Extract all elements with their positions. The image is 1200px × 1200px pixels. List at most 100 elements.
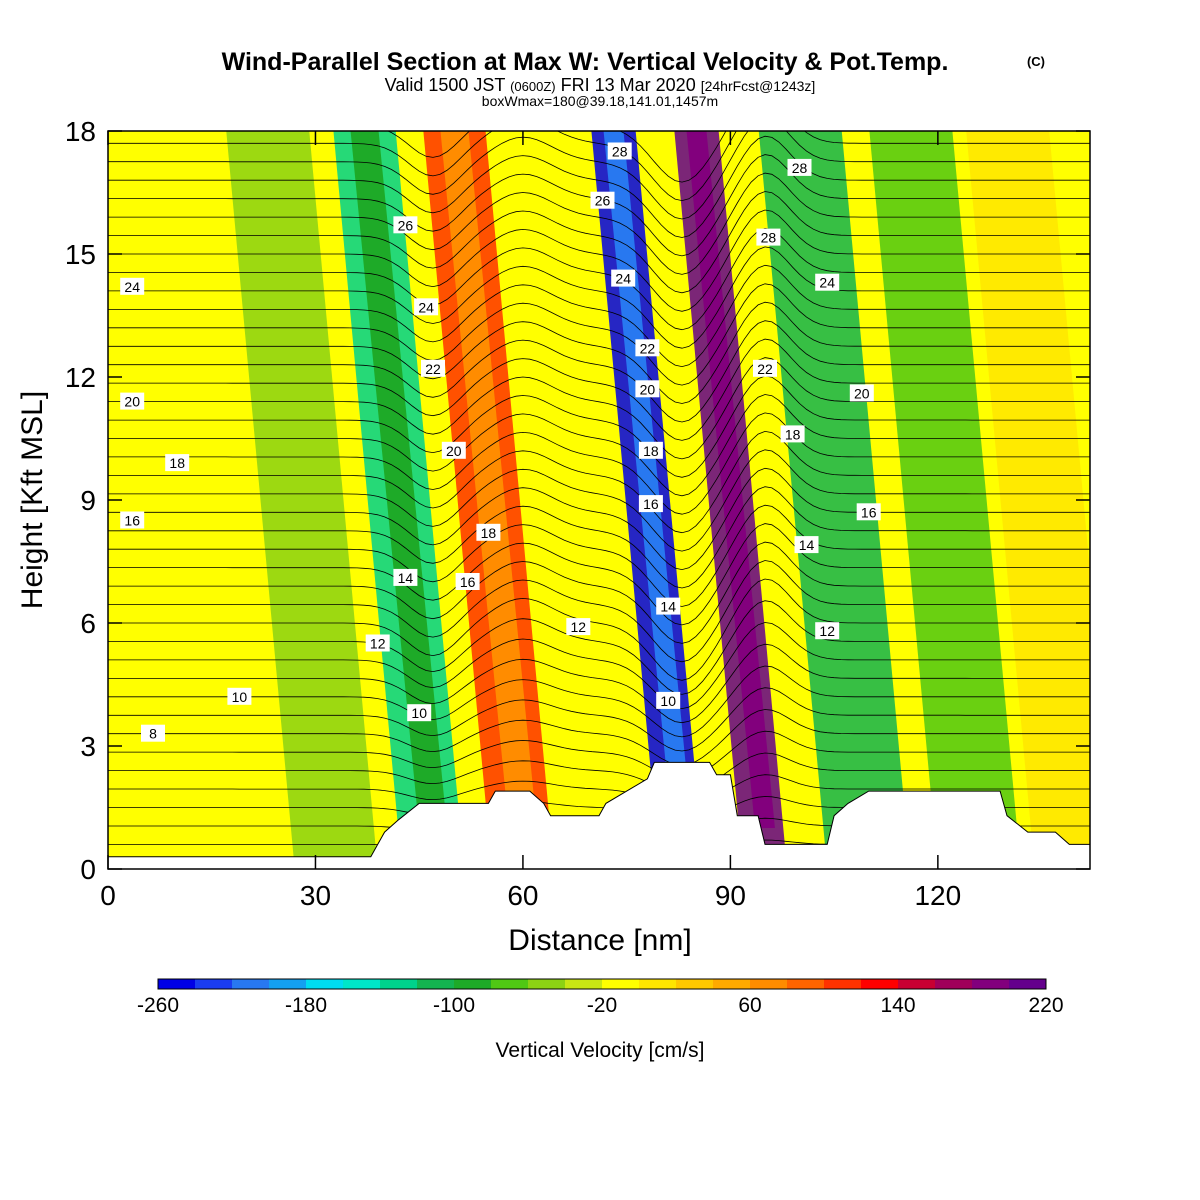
contour-label-text: 26 <box>398 217 414 233</box>
contour-label-text: 24 <box>615 271 631 287</box>
contour-label-text: 18 <box>643 443 659 459</box>
contour-label: 20 <box>441 441 466 459</box>
contour-label: 10 <box>656 691 681 709</box>
contour-label-bg <box>780 425 805 443</box>
theta-contour-line <box>108 709 1090 766</box>
contour-label-bg <box>120 392 145 410</box>
contour-label: 20 <box>120 392 145 410</box>
velocity-band-core <box>440 131 537 828</box>
theta-contour-line <box>108 730 1090 780</box>
contour-label: 14 <box>656 597 681 615</box>
theta-contour-line <box>108 283 1090 386</box>
terrain <box>108 761 1090 869</box>
colorbar-tick-label: -260 <box>137 994 179 1017</box>
colorbar <box>157 978 1047 990</box>
contour-label-bg <box>638 441 663 459</box>
theta-contour-line <box>108 191 1090 294</box>
contour-label-bg <box>756 228 781 246</box>
theta-contour-line <box>108 412 1090 515</box>
valid-prefix: Valid 1500 JST <box>385 75 506 95</box>
contour-label: 16 <box>638 495 663 513</box>
contour-label: 24 <box>815 273 840 291</box>
contour-label-text: 26 <box>595 193 611 209</box>
colorbar-swatch <box>158 979 196 989</box>
theta-contour-line <box>108 449 1090 552</box>
contour-label-bg <box>365 634 390 652</box>
theta-contour-line <box>108 209 1090 312</box>
valid-date: FRI 13 Mar 2020 <box>561 75 696 95</box>
contour-label-text: 14 <box>398 570 414 586</box>
contour-label: 12 <box>365 634 390 652</box>
contour-label: 22 <box>753 359 777 377</box>
velocity-band <box>108 131 219 869</box>
theta-contour-line <box>108 430 1090 534</box>
contour-label-bg <box>815 273 840 291</box>
contour-label-bg <box>165 454 190 472</box>
colorbar-tick-label: -100 <box>433 994 475 1017</box>
colorbar-frame <box>157 978 1047 990</box>
contour-label-text: 22 <box>640 340 656 356</box>
contour-label-bg <box>414 298 439 316</box>
contour-label: 16 <box>120 511 145 529</box>
contour-label-text: 16 <box>643 496 659 512</box>
contour-label-text: 28 <box>761 230 777 246</box>
contour-label-text: 18 <box>481 525 497 541</box>
contour-label-bg <box>656 691 681 709</box>
theta-contour-line <box>108 504 1090 607</box>
contour-label-bg <box>455 573 480 590</box>
contour-label-bg <box>120 277 145 295</box>
colorbar-swatch <box>602 979 640 989</box>
colorbar-tick-label: -180 <box>285 994 327 1017</box>
contour-label-bg <box>566 618 591 636</box>
contour-label: 10 <box>407 704 432 722</box>
contour-label-bg <box>120 511 145 529</box>
theta-contour-line <box>108 541 1090 644</box>
contour-label: 18 <box>165 454 190 472</box>
contour-label-text: 18 <box>169 455 185 471</box>
contour-label: 10 <box>227 687 252 705</box>
contour-label: 18 <box>476 523 501 541</box>
plot-area: 8 10 10 10 12 12 12 14 14 14 16 16 16 16 18 18 18 18 20 20 2… <box>108 131 1090 869</box>
contour-label: 14 <box>794 536 819 554</box>
contour-label-bg <box>638 495 663 513</box>
contour-label-text: 10 <box>232 689 248 705</box>
contour-label-bg <box>753 359 777 377</box>
contour-label-text: 24 <box>124 279 140 295</box>
colorbar-swatch <box>787 979 825 989</box>
contour-label: 26 <box>590 191 615 209</box>
colorbar-swatch <box>491 979 529 989</box>
contour-label-bg <box>421 359 445 377</box>
theta-contour-line <box>108 338 1090 441</box>
contour-label-text: 24 <box>418 299 434 315</box>
y-axis-ticks: 0 3 6 9 12 15 18 <box>65 116 1090 885</box>
colorbar-swatch <box>232 979 270 989</box>
valid-time-line: Valid 1500 JST (0600Z) FRI 13 Mar 2020 [… <box>385 75 816 95</box>
colorbar-swatch <box>713 979 751 989</box>
contour-label: 24 <box>611 269 636 287</box>
contour-labels: 8 10 10 10 12 12 12 14 14 14 16 16 16 16 18 18 18 18 20 20 2… <box>120 142 881 742</box>
box-info: boxWmax=180@39.18,141.01,1457m <box>482 93 718 109</box>
velocity-band-core <box>686 131 775 828</box>
contour-label-bg <box>590 191 615 209</box>
contour-label-bg <box>849 384 874 402</box>
theta-contour-line <box>108 172 1090 275</box>
velocity-bands <box>108 131 1090 869</box>
y-tick-label: 3 <box>80 731 96 762</box>
contour-label: 18 <box>780 425 805 443</box>
contour-label-bg <box>441 441 466 459</box>
contour-label: 28 <box>787 158 812 176</box>
contour-label-text: 16 <box>124 513 140 529</box>
contour-label-text: 16 <box>861 504 877 520</box>
contour-label-bg <box>227 687 252 705</box>
colorbar-swatch <box>972 979 1010 989</box>
x-tick-label: 60 <box>507 880 538 911</box>
x-tick-label: 120 <box>914 880 961 911</box>
theta-contour-line <box>108 523 1090 626</box>
contour-label: 28 <box>756 228 781 246</box>
contour-label: 22 <box>421 359 445 377</box>
contour-label-bg <box>393 568 418 586</box>
contour-label-text: 8 <box>149 726 157 742</box>
theta-contour-line <box>108 643 1090 724</box>
theta-contour-line <box>108 227 1090 331</box>
